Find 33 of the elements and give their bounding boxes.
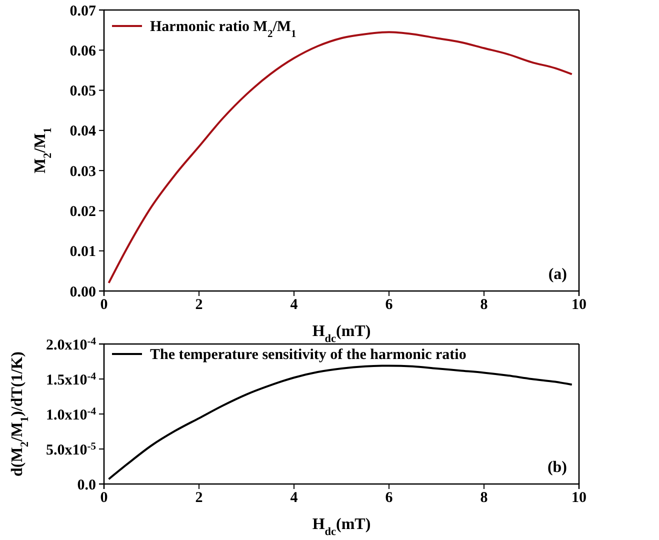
- annotation: (b): [547, 459, 567, 476]
- y-tick-label: 2.0x10$^{-4}$: [46, 336, 97, 354]
- x-tick-label: 6: [385, 490, 394, 506]
- y-tick-label: 1.5x10$^{-4}$: [46, 370, 97, 388]
- x-tick-label: 4: [290, 297, 298, 313]
- y-tick-label: 5.0x10$^{-5}$: [46, 440, 96, 458]
- x-tick-label: 10: [572, 490, 586, 506]
- line-series: [108, 364, 573, 480]
- x-tick-label: 0: [100, 297, 108, 313]
- x-tick-label: 8: [480, 297, 488, 313]
- y-tick-label: 0.05: [70, 84, 96, 100]
- y-tick-label: 1.0x10$^{-4}$: [46, 406, 97, 424]
- y-tick-label: 0.03: [70, 164, 96, 180]
- legend-label: Harmonic ratio M$_{2}$/M$_{1}$: [150, 19, 296, 40]
- x-axis-title: H$_{dc}$(mT): [312, 516, 371, 538]
- y-tick-label: 0.01: [70, 244, 96, 260]
- x-tick-label: 6: [385, 297, 394, 313]
- x-tick-label: 8: [480, 490, 488, 506]
- y-tick-label: 0.0: [77, 477, 96, 494]
- y-tick-label: 0.07: [70, 3, 96, 20]
- x-tick-label: 2: [195, 297, 203, 313]
- y-tick-label: 0.04: [70, 124, 96, 140]
- y-tick-label: 0.06: [70, 43, 96, 60]
- x-tick-label: 0: [100, 490, 108, 506]
- x-tick-label: 2: [195, 490, 203, 506]
- y-tick-label: 0.02: [70, 204, 96, 220]
- x-axis-title: H$_{dc}$(mT): [312, 323, 371, 345]
- line-series: [108, 31, 573, 284]
- legend-label: The temperature sensitivity of the harmonic ratio: [150, 347, 466, 363]
- x-tick-label: 4: [290, 490, 298, 506]
- annotation: (a): [548, 266, 567, 283]
- y-tick-label: 0.00: [70, 284, 96, 300]
- x-tick-label: 10: [572, 297, 586, 313]
